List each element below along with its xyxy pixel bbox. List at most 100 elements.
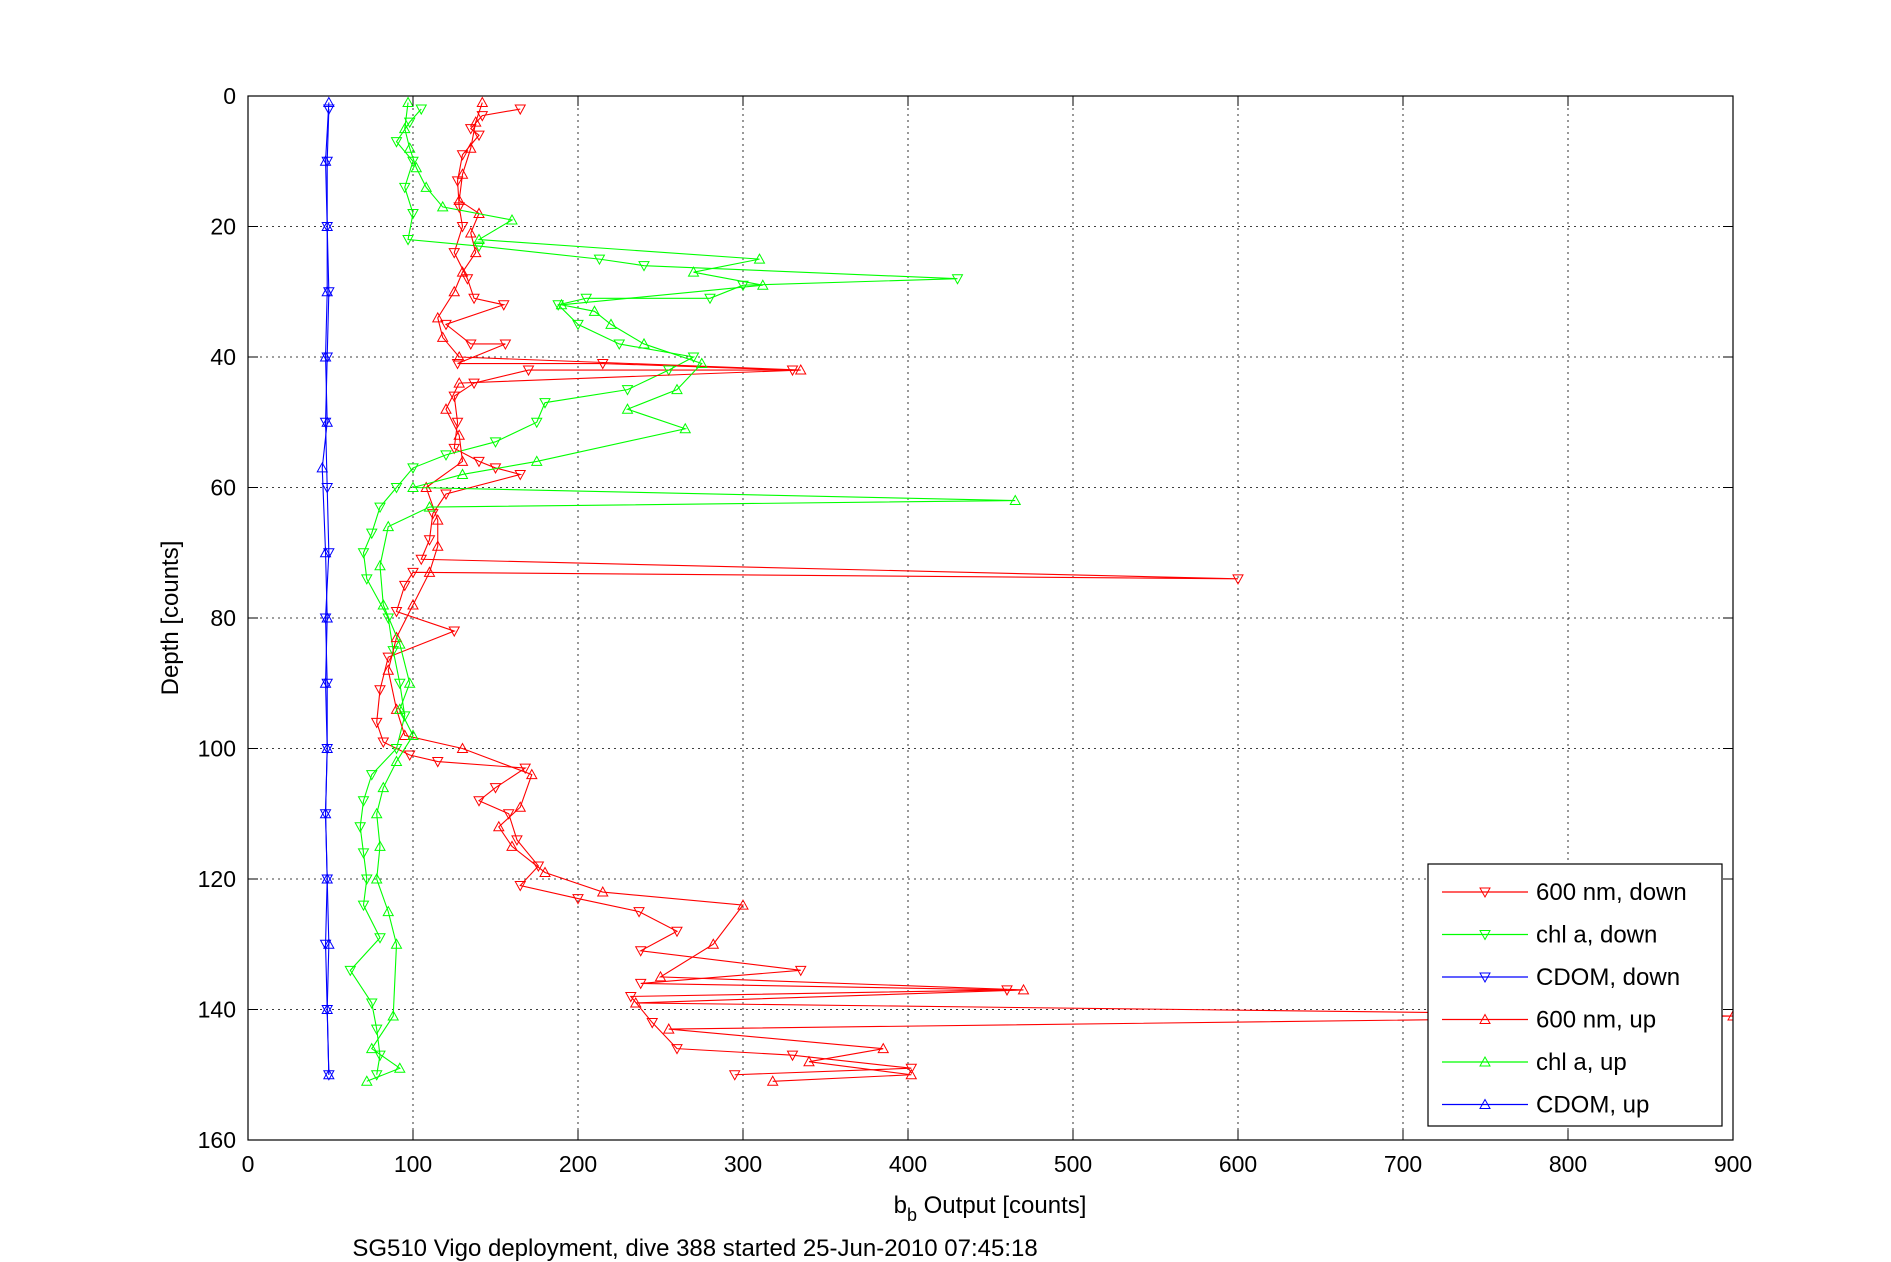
data-point [402,96,414,108]
data-point [469,246,482,258]
y-tick-label: 140 [198,997,236,1023]
data-point [360,1075,373,1086]
data-point [431,757,444,768]
data-point [469,116,482,127]
legend-label: chl a, up [1536,1049,1627,1076]
data-point [319,939,332,951]
data-point [695,357,708,369]
data-point [605,318,617,329]
data-point [1017,983,1030,995]
data-point [456,742,469,753]
y-tick-label: 0 [223,83,236,109]
data-point [390,631,403,643]
data-point [489,437,502,448]
data-point [456,222,469,233]
data-point [398,122,411,134]
data-point [707,938,720,949]
data-point [552,300,565,311]
data-point [365,528,378,540]
data-point [473,130,485,142]
x-tick-label: 500 [1054,1151,1092,1177]
data-point [951,274,964,285]
data-point [440,403,452,414]
legend-box [1427,863,1723,1127]
legend-marker [1479,972,1491,984]
data-point [323,287,335,298]
data-point [593,254,606,266]
legend-item: chl a, up [1442,1049,1627,1076]
y-axis-label: Depth [counts] [157,541,184,696]
data-point [382,905,395,917]
data-point [555,298,568,310]
data-point [624,991,637,1003]
legend-marker [1479,1013,1491,1024]
data-point [646,1018,659,1029]
data-point [440,319,452,331]
data-point [321,611,334,623]
data-point [402,235,414,246]
data-point [431,540,444,551]
data-point [415,104,428,116]
data-point [572,319,584,331]
axis-ticks: 0 100 200 300 400 500 600 700 800 900 0 20 40 60 80 100… [198,83,1753,1177]
data-point [514,801,527,812]
data-point [530,455,543,466]
data-point [654,970,667,982]
x-tick-label: 0 [242,1151,255,1177]
data-point [525,768,538,780]
data-point [448,443,461,455]
y-tick-label: 160 [198,1127,236,1153]
data-point [323,1068,335,1080]
x-tick-label: 100 [394,1151,432,1177]
data-point [344,965,357,977]
x-tick-label: 600 [1219,1151,1257,1177]
data-point [539,398,551,409]
data-point [374,502,386,514]
data-point [456,468,469,479]
data-point [588,305,601,316]
data-point [572,894,584,905]
data-point [403,677,416,688]
data-point [360,874,373,886]
legend-item: 600 nm, down [1442,879,1687,906]
data-point [321,220,334,231]
data-point [753,253,766,264]
data-point [766,1075,779,1086]
data-point [522,365,535,377]
data-point [420,181,433,192]
data-point [377,737,390,749]
x-tick-label: 300 [724,1151,762,1177]
data-point [794,965,807,977]
data-point [321,872,334,884]
data-point [393,638,406,649]
data-point [596,886,609,897]
data-point [613,339,626,350]
series-layer [316,96,1733,1086]
x-tick-label: 900 [1714,1151,1752,1177]
data-point [489,783,502,794]
data-point [514,881,527,892]
data-point [398,182,411,194]
legend-label: chl a, down [1536,922,1657,949]
data-point [390,483,403,494]
data-point [321,678,334,690]
data-point [403,142,416,153]
data-point [357,848,370,859]
series-line [324,109,330,1075]
data-point [407,481,419,492]
legend-marker [1479,887,1491,899]
data-point [794,364,807,375]
data-point [393,678,406,690]
legend: 600 nm, down chl a, down CDOM, down 600 nm,… [1427,863,1723,1127]
data-point [390,606,403,618]
data-point [354,822,367,833]
data-point [407,598,419,610]
data-point [679,422,692,434]
x-tick-label: 800 [1549,1151,1587,1177]
data-point [357,796,370,807]
data-point [387,646,400,657]
legend-label: 600 nm, up [1536,1007,1656,1034]
data-point [390,137,403,148]
data-point [448,248,461,259]
data-point [634,946,647,957]
